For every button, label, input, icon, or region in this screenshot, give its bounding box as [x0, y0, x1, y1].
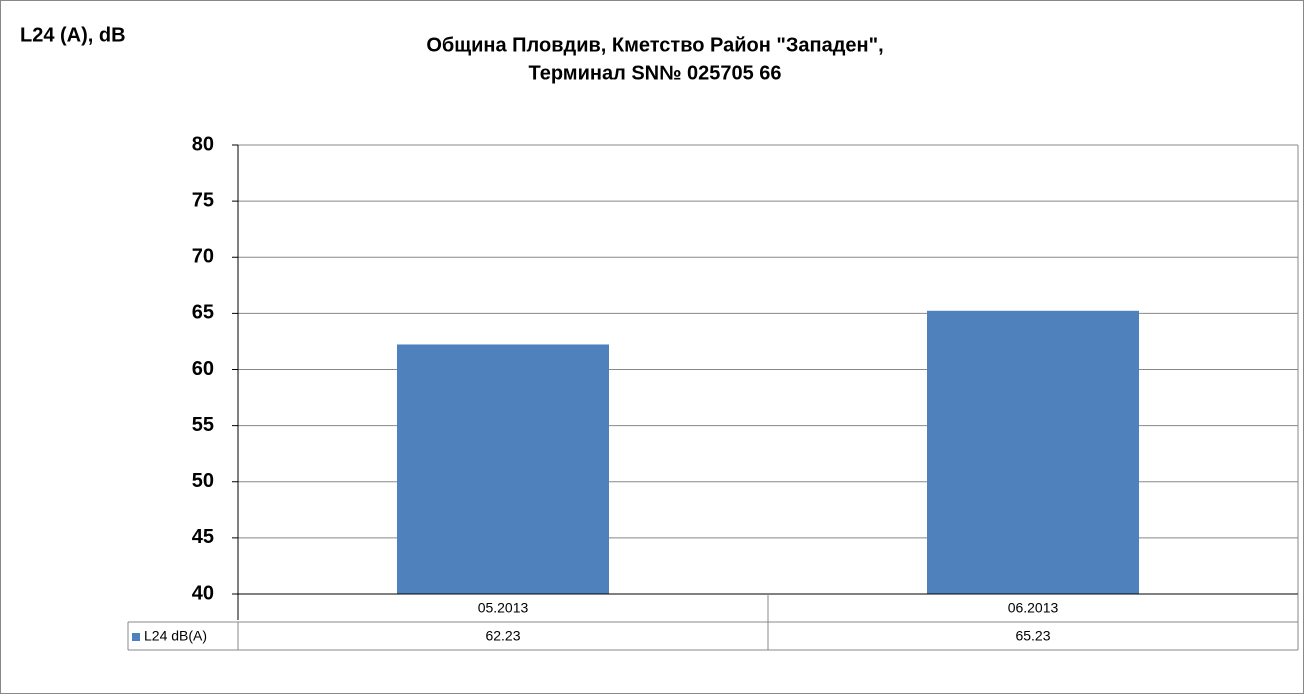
y-tick-label: 55 — [192, 414, 214, 436]
y-tick-label: 45 — [192, 526, 214, 548]
bar — [927, 310, 1139, 594]
y-tick-label: 75 — [192, 189, 214, 211]
x-tick-label: 05.2013 — [478, 600, 529, 616]
chart-title: Община Пловдив, Кметство Район "Западен"… — [426, 34, 883, 56]
y-tick-label: 60 — [192, 358, 214, 380]
chart-title: Терминал SN№ 025705 66 — [528, 62, 781, 84]
y-tick-label: 70 — [192, 246, 214, 268]
y-tick-label: 65 — [192, 302, 214, 324]
legend-swatch — [132, 633, 140, 641]
data-table-value: 65.23 — [1015, 628, 1050, 644]
y-tick-label: 40 — [192, 582, 214, 604]
y-tick-label: 80 — [192, 133, 214, 155]
bar — [397, 344, 609, 594]
data-table-value: 62.23 — [485, 628, 520, 644]
y-axis-label: L24 (A), dB — [20, 24, 126, 46]
legend-label: L24 dB(A) — [144, 628, 207, 644]
x-tick-label: 06.2013 — [1008, 600, 1059, 616]
y-tick-label: 50 — [192, 470, 214, 492]
